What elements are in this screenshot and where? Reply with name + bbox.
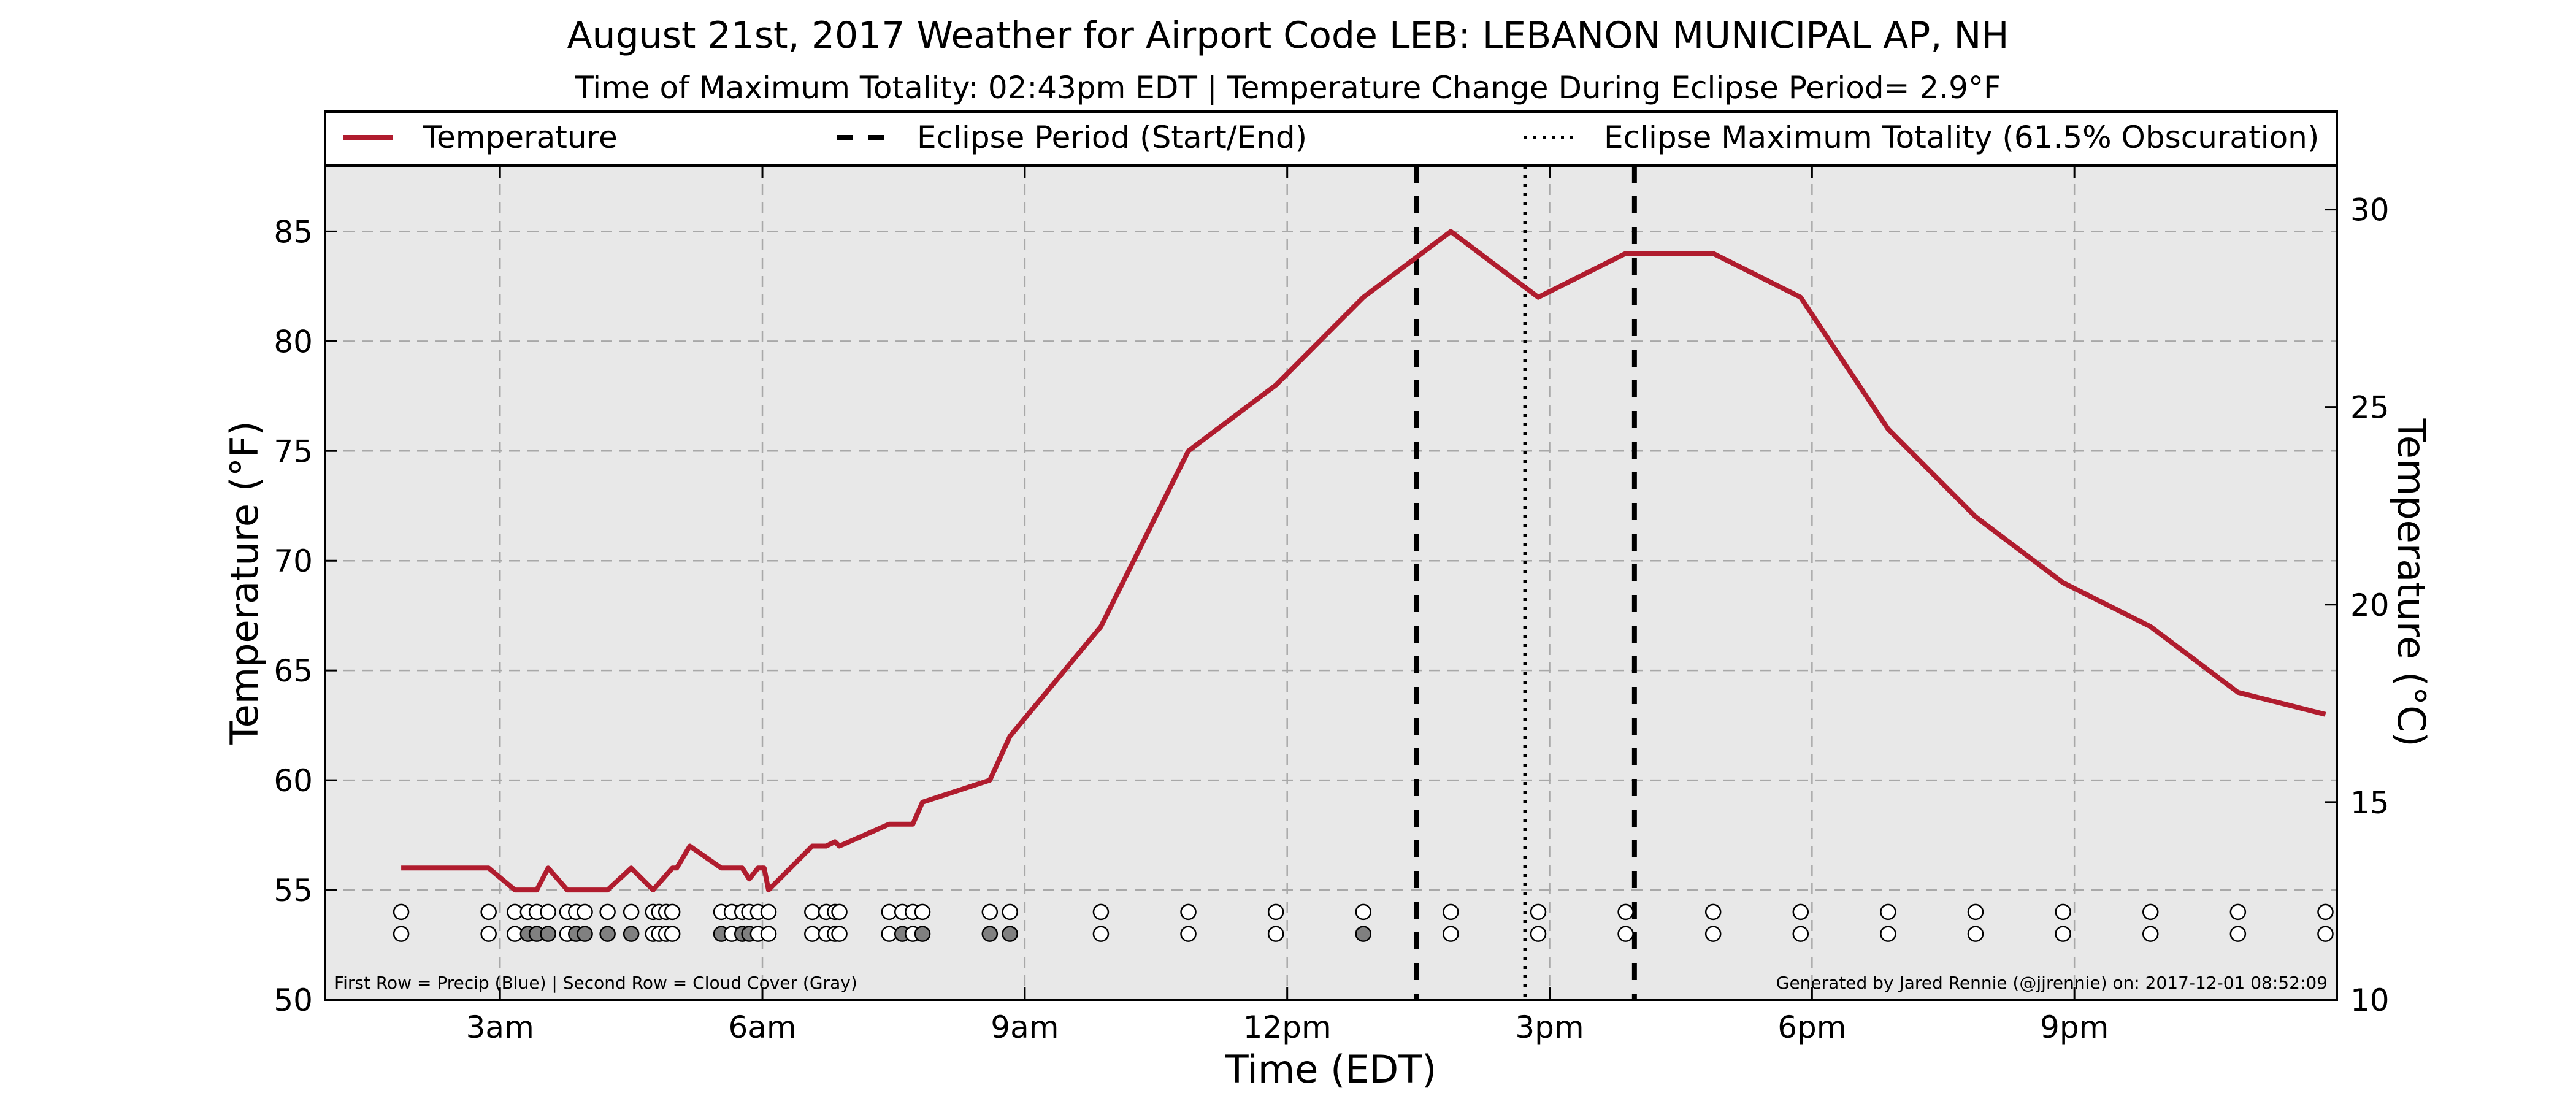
precip-marker bbox=[1967, 903, 1984, 921]
cloud-marker bbox=[1792, 926, 1809, 942]
plot-area bbox=[325, 166, 2337, 1000]
cloud-marker bbox=[393, 926, 410, 942]
precip-marker bbox=[393, 903, 410, 921]
precip-marker bbox=[480, 903, 497, 921]
cloud-marker bbox=[1704, 926, 1722, 942]
cloud-marker bbox=[1002, 926, 1018, 942]
footnote-left: First Row = Precip (Blue) | Second Row =… bbox=[334, 973, 857, 993]
precip-marker bbox=[599, 903, 616, 921]
precip-marker bbox=[1267, 903, 1284, 921]
x-tick-label: 9am bbox=[991, 1010, 1059, 1045]
precip-marker bbox=[804, 903, 821, 921]
cloud-marker bbox=[664, 926, 681, 942]
y-tick-label-left: 80 bbox=[274, 324, 313, 359]
precip-marker bbox=[1530, 903, 1547, 921]
cloud-marker bbox=[2229, 926, 2247, 942]
y-tick-label-left: 85 bbox=[274, 214, 313, 250]
precip-marker bbox=[2229, 903, 2247, 921]
precip-marker bbox=[1704, 903, 1722, 921]
precip-marker bbox=[1002, 903, 1018, 921]
cloud-marker bbox=[831, 926, 848, 942]
eclipse-markers bbox=[1414, 166, 1637, 1000]
cloud-marker bbox=[2142, 926, 2159, 942]
cloud-marker bbox=[540, 926, 556, 942]
cloud-marker bbox=[1967, 926, 1984, 942]
precip-marker bbox=[1617, 903, 1634, 921]
cloud-marker bbox=[1617, 926, 1634, 942]
precip-marker bbox=[2055, 903, 2071, 921]
precip-marker bbox=[760, 903, 777, 921]
temperature-line bbox=[401, 229, 2326, 893]
precip-marker bbox=[914, 903, 931, 921]
cloud-marker bbox=[1880, 926, 1896, 942]
y-tick-label-left: 55 bbox=[274, 873, 313, 908]
cloud-marker bbox=[577, 926, 593, 942]
y-axis-label-right: Temperature (°C) bbox=[2389, 418, 2434, 746]
legend-eclipse-period-label: Eclipse Period (Start/End) bbox=[917, 120, 1307, 155]
precip-marker bbox=[2142, 903, 2159, 921]
y-tick-label-left: 75 bbox=[274, 434, 313, 469]
cloud-marker bbox=[981, 926, 999, 942]
cloud-marker bbox=[2055, 926, 2071, 942]
precip-marker bbox=[831, 903, 848, 921]
precip-marker bbox=[1355, 903, 1372, 921]
legend-max-totality-label: Eclipse Maximum Totality (61.5% Obscurat… bbox=[1604, 120, 2319, 155]
temperature-series bbox=[401, 229, 2326, 893]
y-axis-label-left: Temperature (°F) bbox=[222, 421, 267, 745]
footnote-right: Generated by Jared Rennie (@jjrennie) on… bbox=[1776, 973, 2328, 993]
cloud-marker bbox=[1355, 926, 1372, 942]
y-tick-label-right: 15 bbox=[2350, 785, 2390, 821]
precip-marker bbox=[664, 903, 681, 921]
y-tick-label-left: 65 bbox=[274, 653, 313, 689]
x-tick-label: 3am bbox=[466, 1010, 534, 1045]
x-tick-label: 6pm bbox=[1777, 1010, 1846, 1045]
cloud-marker bbox=[1530, 926, 1547, 942]
precip-marker bbox=[623, 903, 640, 921]
chart-title: August 21st, 2017 Weather for Airport Co… bbox=[567, 14, 2009, 57]
y-tick-label-right: 30 bbox=[2350, 193, 2390, 228]
precip-marker bbox=[1792, 903, 1809, 921]
cloud-marker bbox=[599, 926, 616, 942]
cloud-marker bbox=[1443, 926, 1459, 942]
precip-marker bbox=[2317, 903, 2334, 921]
observation-rows bbox=[393, 903, 2334, 942]
legend-temperature-label: Temperature bbox=[423, 120, 618, 155]
axis-ticks: 3am 6am 9am 12pm 3pm 6pm 9pm 50 55 60 65 70 75 80 85 10… bbox=[274, 166, 2390, 1045]
cloud-marker bbox=[623, 926, 640, 942]
precip-marker bbox=[981, 903, 999, 921]
cloud-marker bbox=[1180, 926, 1197, 942]
chart-subtitle: Time of Maximum Totality: 02:43pm EDT | … bbox=[574, 70, 2001, 105]
cloud-marker bbox=[1267, 926, 1284, 942]
precip-marker bbox=[1443, 903, 1459, 921]
precip-marker bbox=[577, 903, 593, 921]
precip-marker bbox=[1880, 903, 1896, 921]
precip-marker bbox=[540, 903, 556, 921]
y-tick-label-left: 60 bbox=[274, 763, 313, 799]
cloud-marker bbox=[2317, 926, 2334, 942]
cloud-marker bbox=[914, 926, 931, 942]
x-tick-label: 12pm bbox=[1243, 1010, 1332, 1045]
legend-box bbox=[324, 110, 2338, 167]
y-tick-label-right: 20 bbox=[2350, 588, 2390, 623]
x-axis-label: Time (EDT) bbox=[1225, 1047, 1437, 1092]
grid-lines bbox=[325, 166, 2337, 1000]
y-tick-label-left: 50 bbox=[274, 983, 313, 1018]
cloud-marker bbox=[480, 926, 497, 942]
precip-marker bbox=[1092, 903, 1110, 921]
y-tick-label-left: 70 bbox=[274, 543, 313, 579]
precip-marker bbox=[1180, 903, 1197, 921]
cloud-marker bbox=[1092, 926, 1110, 942]
y-tick-label-right: 25 bbox=[2350, 390, 2390, 426]
cloud-marker bbox=[760, 926, 777, 942]
x-tick-label: 6am bbox=[728, 1010, 796, 1045]
x-tick-label: 3pm bbox=[1515, 1010, 1584, 1045]
x-tick-label: 9pm bbox=[2040, 1010, 2109, 1045]
cloud-marker bbox=[804, 926, 821, 942]
y-tick-label-right: 10 bbox=[2350, 983, 2390, 1018]
